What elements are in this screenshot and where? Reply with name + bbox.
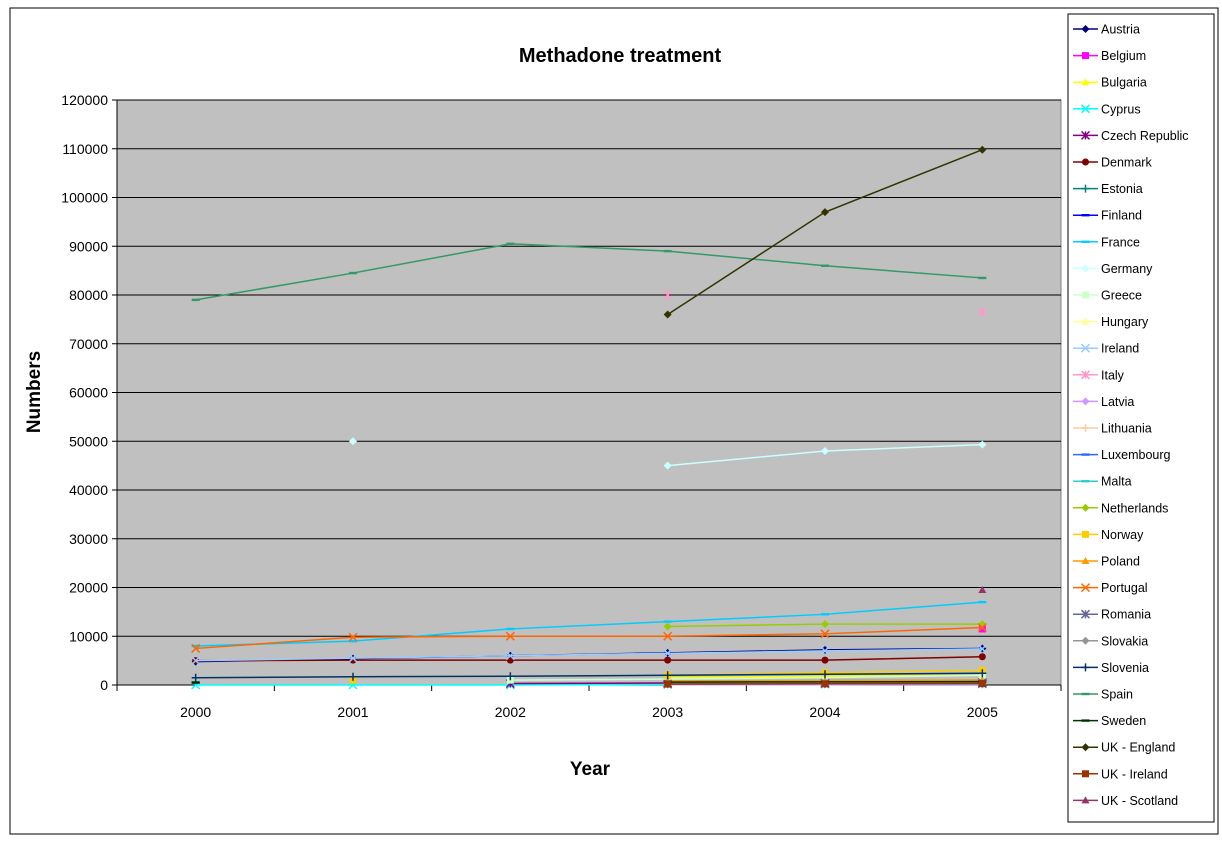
legend-label: Malta [1101, 475, 1132, 489]
x-tick-label: 2004 [809, 704, 840, 720]
x-tick-label: 2003 [652, 704, 683, 720]
data-point [821, 265, 829, 267]
legend-label: Austria [1101, 23, 1140, 37]
legend-swatch-marker [1082, 453, 1090, 455]
legend-label: Norway [1101, 528, 1144, 542]
legend-swatch-marker [1082, 531, 1089, 538]
x-tick-label: 2000 [180, 704, 211, 720]
data-point [978, 601, 986, 603]
legend-label: Italy [1101, 368, 1125, 382]
legend-swatch-marker [1082, 241, 1090, 243]
legend: Austria Belgium Bulgaria Cyprus Czech Republ… [1068, 14, 1214, 822]
legend-label: Greece [1101, 289, 1142, 303]
data-point [664, 657, 671, 664]
legend-label: Denmark [1101, 156, 1152, 170]
legend-label: Spain [1101, 688, 1133, 702]
y-tick-label: 120000 [61, 92, 108, 108]
y-axis-label: Numbers [24, 351, 45, 433]
y-tick-label: 110000 [62, 141, 108, 157]
legend-label: Latvia [1101, 395, 1134, 409]
x-axis-label: Year [570, 759, 611, 780]
y-tick-label: 10000 [69, 628, 108, 644]
y-tick-label: 20000 [69, 580, 108, 596]
legend-label: Hungary [1101, 315, 1149, 329]
legend-label: Czech Republic [1101, 129, 1189, 143]
legend-label: Cyprus [1101, 102, 1141, 116]
legend-label: Ireland [1101, 342, 1139, 356]
legend-label: Germany [1101, 262, 1153, 276]
y-tick-label: 80000 [69, 287, 108, 303]
data-point [506, 243, 514, 245]
y-tick-label: 40000 [69, 482, 108, 498]
y-tick-label: 100000 [61, 190, 108, 206]
y-tick-label: 0 [100, 677, 108, 693]
legend-label: Luxembourg [1101, 448, 1171, 462]
legend-label: Lithuania [1101, 422, 1152, 436]
data-point [192, 681, 200, 683]
legend-swatch-marker [1082, 292, 1089, 299]
data-point [822, 657, 829, 664]
plot-layer: 0 10000 20000 30000 40000 50000 60000 70000 8000… [61, 92, 1061, 720]
x-tick-label: 2005 [967, 704, 998, 720]
legend-label: UK - England [1101, 741, 1175, 755]
data-point [979, 680, 986, 687]
y-tick-label: 60000 [69, 385, 108, 401]
legend-swatch-marker [1082, 693, 1090, 695]
data-point [978, 277, 986, 279]
x-tick-label: 2001 [337, 704, 368, 720]
legend-label: UK - Scotland [1101, 794, 1178, 808]
legend-swatch-marker [1082, 214, 1090, 216]
chart-title: Methadone treatment [519, 45, 722, 67]
data-point [192, 299, 200, 301]
legend-label: Netherlands [1101, 501, 1168, 515]
legend-swatch-marker [1082, 480, 1090, 482]
legend-label: Sweden [1101, 714, 1146, 728]
legend-label: Finland [1101, 209, 1142, 223]
legend-label: UK - Ireland [1101, 767, 1168, 781]
y-tick-label: 50000 [69, 433, 108, 449]
legend-label: Poland [1101, 555, 1140, 569]
y-tick-label: 70000 [69, 336, 108, 352]
legend-swatch-marker [1082, 52, 1089, 59]
legend-label: France [1101, 235, 1140, 249]
legend-swatch-marker [1082, 770, 1089, 777]
data-point [822, 680, 829, 687]
data-point [664, 250, 672, 252]
legend-swatch-marker [1082, 159, 1089, 166]
data-point [506, 628, 514, 630]
legend-label: Bulgaria [1101, 76, 1147, 90]
data-point [979, 653, 986, 660]
x-tick-label: 2002 [495, 704, 526, 720]
y-tick-label: 30000 [69, 531, 108, 547]
data-point [664, 681, 671, 688]
legend-label: Belgium [1101, 49, 1146, 63]
data-point [664, 620, 672, 622]
data-point [349, 272, 357, 274]
legend-label: Portugal [1101, 581, 1148, 595]
legend-swatch-marker [1082, 719, 1090, 721]
data-point [821, 613, 829, 615]
legend-label: Slovenia [1101, 661, 1149, 675]
legend-label: Slovakia [1101, 634, 1148, 648]
y-tick-label: 90000 [69, 238, 108, 254]
legend-label: Estonia [1101, 182, 1143, 196]
legend-label: Romania [1101, 608, 1151, 622]
